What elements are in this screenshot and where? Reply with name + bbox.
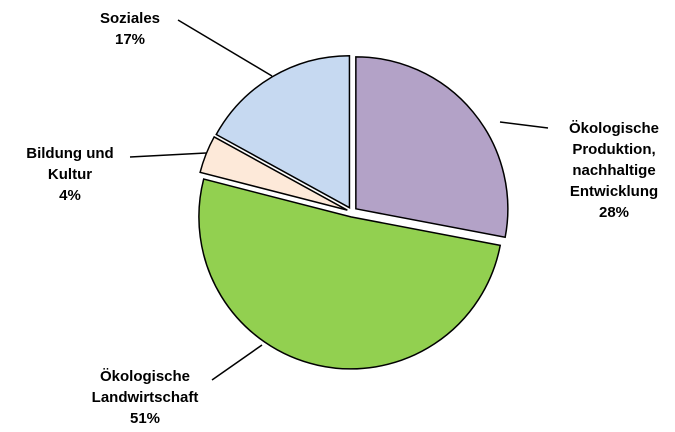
pie-slice bbox=[199, 135, 348, 211]
leader-line bbox=[211, 344, 263, 381]
slice-label: Ökologische Landwirtschaft 51% bbox=[60, 366, 230, 429]
leader-line bbox=[499, 121, 549, 129]
value-label: 4% bbox=[59, 187, 81, 204]
leader-line bbox=[129, 152, 207, 158]
pie-slice bbox=[355, 56, 509, 239]
category-label: Ökologische Landwirtschaft bbox=[91, 368, 199, 406]
pie-slice bbox=[198, 178, 502, 370]
slice-label: Soziales 17% bbox=[80, 8, 180, 50]
pie-slice bbox=[215, 54, 351, 209]
leader-line bbox=[177, 19, 273, 77]
value-label: 28% bbox=[598, 204, 630, 221]
category-label: Bildung und Kultur bbox=[26, 145, 114, 183]
category-label: Ökologische Produktion, nachhaltige Entw… bbox=[568, 120, 660, 200]
category-label: Soziales bbox=[99, 10, 161, 27]
slice-label: Bildung und Kultur 4% bbox=[8, 143, 132, 206]
slice-label: Ökologische Produktion, nachhaltige Entw… bbox=[558, 118, 670, 223]
value-label: 51% bbox=[129, 410, 161, 427]
value-label: 17% bbox=[114, 31, 146, 48]
